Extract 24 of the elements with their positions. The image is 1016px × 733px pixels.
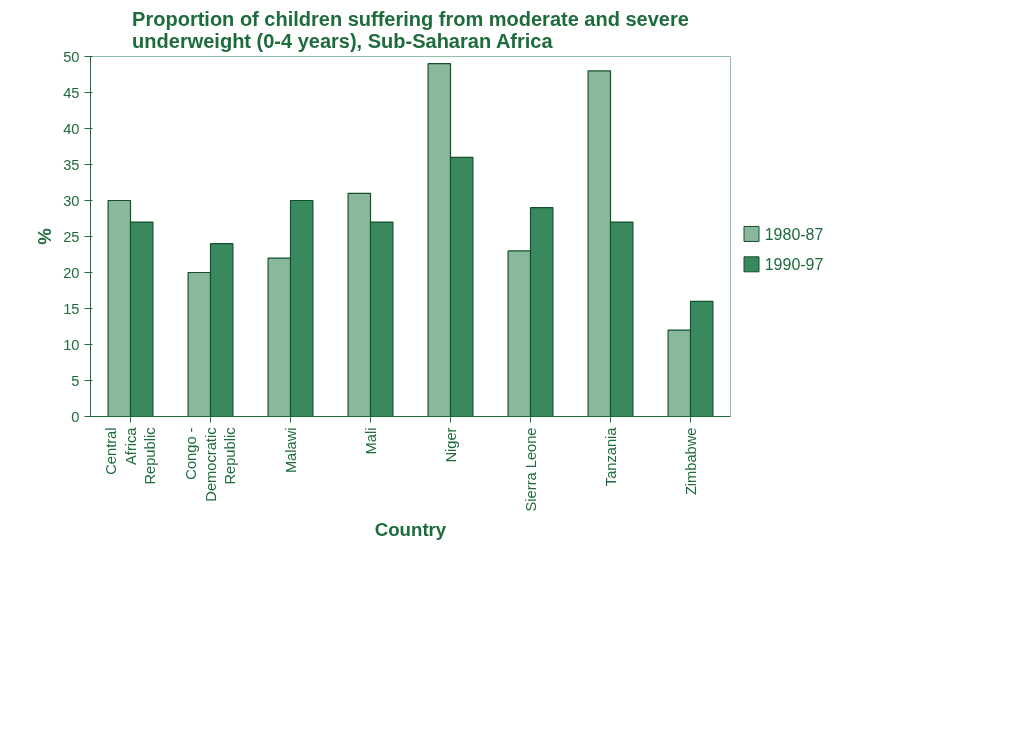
y-tick-label: 20 (63, 264, 80, 281)
y-tick-label: 30 (63, 192, 80, 209)
y-tick-label: 15 (63, 300, 80, 317)
y-tick-label: 25 (63, 228, 80, 245)
legend-label: 1980-87 (764, 225, 824, 243)
chart-title: Proportion of children suffering from moderate and severe underweight (0-4 years), Sub-Saharan Africa (132, 7, 689, 52)
x-tick-label: Congo - Democratic Republic (183, 427, 238, 502)
y-tick-label: 35 (63, 156, 80, 173)
y-tick-label: 10 (63, 336, 80, 353)
x-tick-label: Mali (362, 427, 379, 455)
y-tick-label: 0 (71, 408, 80, 425)
x-tick-label: Niger (442, 427, 459, 463)
x-tick-label: Zimbabwe (682, 427, 699, 496)
x-tick-label: Tanzania (602, 426, 619, 487)
y-tick-label: 50 (63, 48, 80, 65)
x-tick-label: Malawi (282, 427, 299, 474)
y-axis-title: % (34, 227, 56, 245)
y-tick-label: 45 (63, 84, 80, 101)
y-tick-label: 40 (63, 120, 80, 137)
legend-label: 1990-97 (764, 256, 824, 274)
x-axis-title: Country (374, 519, 447, 541)
x-tick-label: Central Africa Republic (103, 426, 158, 485)
y-tick-label: 5 (71, 372, 80, 389)
x-tick-label: Sierra Leone (522, 427, 539, 512)
